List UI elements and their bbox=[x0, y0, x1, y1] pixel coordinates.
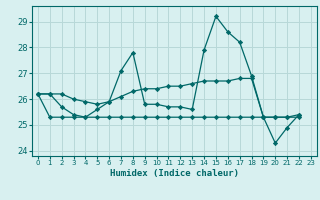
X-axis label: Humidex (Indice chaleur): Humidex (Indice chaleur) bbox=[110, 169, 239, 178]
